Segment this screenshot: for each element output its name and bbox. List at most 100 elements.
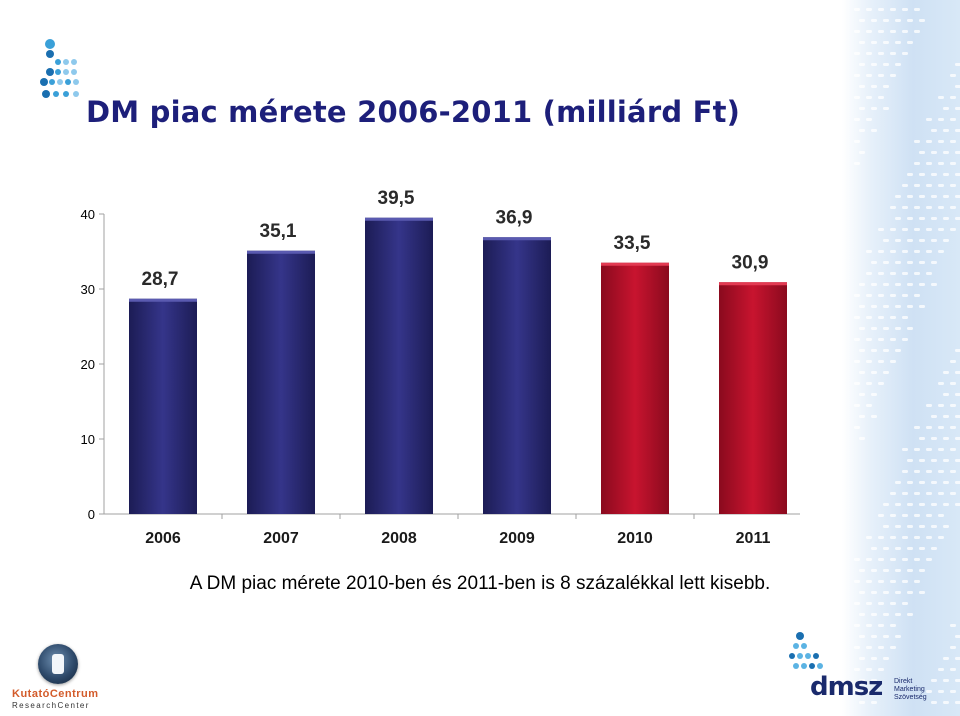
kutatocentrum-name: KutatóCentrum [12, 688, 99, 700]
data-label: 30,9 [732, 252, 769, 273]
decorative-dot [907, 481, 913, 484]
decorative-dot [950, 118, 956, 121]
bar [719, 282, 787, 514]
decorative-dot [890, 316, 896, 319]
decorative-dot [871, 85, 877, 88]
decorative-dot [955, 393, 960, 396]
bar [247, 250, 315, 514]
decorative-dot [890, 580, 896, 583]
decorative-dot [895, 19, 901, 22]
decorative-dot [955, 657, 960, 660]
decorative-dot [943, 503, 949, 506]
decorative-dot [883, 85, 889, 88]
decorative-dot [931, 525, 937, 528]
decorative-dot [895, 327, 901, 330]
decorative-dot [859, 437, 865, 440]
decorative-dot [878, 514, 884, 517]
decorative-dot [883, 261, 889, 264]
decorative-dot [871, 107, 877, 110]
decorative-dot [866, 360, 872, 363]
decorative-dot [854, 294, 860, 297]
decorative-dot [938, 448, 944, 451]
decorative-dot [926, 140, 932, 143]
decorative-dot [878, 536, 884, 539]
decorative-dot [895, 261, 901, 264]
decorative-dot [938, 514, 944, 517]
decorative-dot [914, 30, 920, 33]
decorative-dot [950, 382, 956, 385]
logo-dot [71, 69, 77, 75]
kutatocentrum-subtitle: ResearchCenter [12, 701, 90, 710]
kutatocentrum-logo: KutatóCentrum ResearchCenter [12, 640, 112, 712]
decorative-dot [907, 283, 913, 286]
decorative-dot [926, 118, 932, 121]
bar-top-highlight [365, 217, 433, 221]
decorative-dot [883, 635, 889, 638]
dmsz-name: dmsz [810, 672, 883, 702]
decorative-dot [890, 558, 896, 561]
decorative-dot [914, 228, 920, 231]
decorative-dot [902, 30, 908, 33]
decorative-dot [914, 8, 920, 11]
decorative-dot [955, 151, 960, 154]
logo-dot [801, 643, 807, 649]
decorative-dot [859, 151, 865, 154]
bar-top-highlight [719, 282, 787, 286]
decorative-dot [854, 338, 860, 341]
decorative-dot [859, 613, 865, 616]
decorative-dot [907, 547, 913, 550]
decorative-dot [895, 63, 901, 66]
decorative-dot [955, 481, 960, 484]
y-tick-label: 0 [88, 507, 95, 522]
decorative-dot [943, 129, 949, 132]
decorative-dot [895, 195, 901, 198]
decorative-dot [854, 118, 860, 121]
decorative-dot [955, 371, 960, 374]
decorative-dot [955, 195, 960, 198]
decorative-dot [890, 492, 896, 495]
decorative-dot [859, 415, 865, 418]
decorative-dot [931, 217, 937, 220]
decorative-dot [926, 558, 932, 561]
decorative-dot [854, 426, 860, 429]
decorative-dot [931, 481, 937, 484]
decorative-dot [919, 459, 925, 462]
data-label: 33,5 [614, 233, 651, 254]
decorative-dot [938, 536, 944, 539]
decorative-dot [859, 41, 865, 44]
decorative-dot [902, 294, 908, 297]
decorative-dot [871, 569, 877, 572]
decorative-dot [955, 85, 960, 88]
decorative-dot [902, 272, 908, 275]
decorative-dot [878, 30, 884, 33]
decorative-dot [950, 360, 956, 363]
decorative-dot [931, 415, 937, 418]
decorative-dot [907, 19, 913, 22]
bar [483, 237, 551, 514]
decorative-dot [907, 41, 913, 44]
decorative-dot [955, 107, 960, 110]
bar [129, 298, 197, 514]
decorative-dot [919, 151, 925, 154]
decorative-dot [878, 360, 884, 363]
decorative-dot [883, 41, 889, 44]
logo-dot [46, 50, 54, 58]
decorative-dot [878, 96, 884, 99]
decorative-dot [902, 514, 908, 517]
decorative-dot [871, 19, 877, 22]
decorative-dot [926, 228, 932, 231]
decorative-dot [883, 239, 889, 242]
decorative-dot [931, 283, 937, 286]
decorative-dot [890, 272, 896, 275]
decorative-dot [931, 239, 937, 242]
decorative-dot [866, 316, 872, 319]
decorative-dot [866, 646, 872, 649]
decorative-dot [931, 151, 937, 154]
y-tick-label: 30 [81, 282, 95, 297]
decorative-dot [878, 646, 884, 649]
decorative-dot [938, 690, 944, 693]
decorative-dot [914, 470, 920, 473]
decorative-dot [950, 492, 956, 495]
decorative-dot [883, 63, 889, 66]
decorative-dot [950, 624, 956, 627]
